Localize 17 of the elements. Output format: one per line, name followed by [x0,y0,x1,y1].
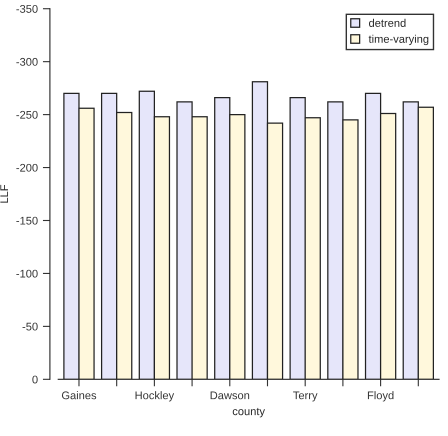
y-tick-label: -100 [16,270,38,278]
legend-label: detrend [369,18,406,27]
y-tick-label: -150 [16,216,38,225]
x-tick-label: Hockley [136,391,174,402]
y-tick-label: -350 [16,4,38,13]
y-tick-label: -250 [16,110,38,119]
y-tick-label: -50 [22,322,38,331]
x-tick-label: Gaines [62,391,96,400]
y-tick-label: -300 [16,58,38,66]
y-axis-title: LLF [0,184,8,203]
y-tick-label: 0 [32,376,38,384]
x-axis-title: county [232,408,265,418]
x-tick-label: Floyd [368,391,394,402]
y-tick-label: -200 [16,164,38,172]
x-tick-label: Dawson [210,392,250,400]
x-tick-label: Terry [293,392,318,402]
legend-label: time-varying [368,34,428,46]
